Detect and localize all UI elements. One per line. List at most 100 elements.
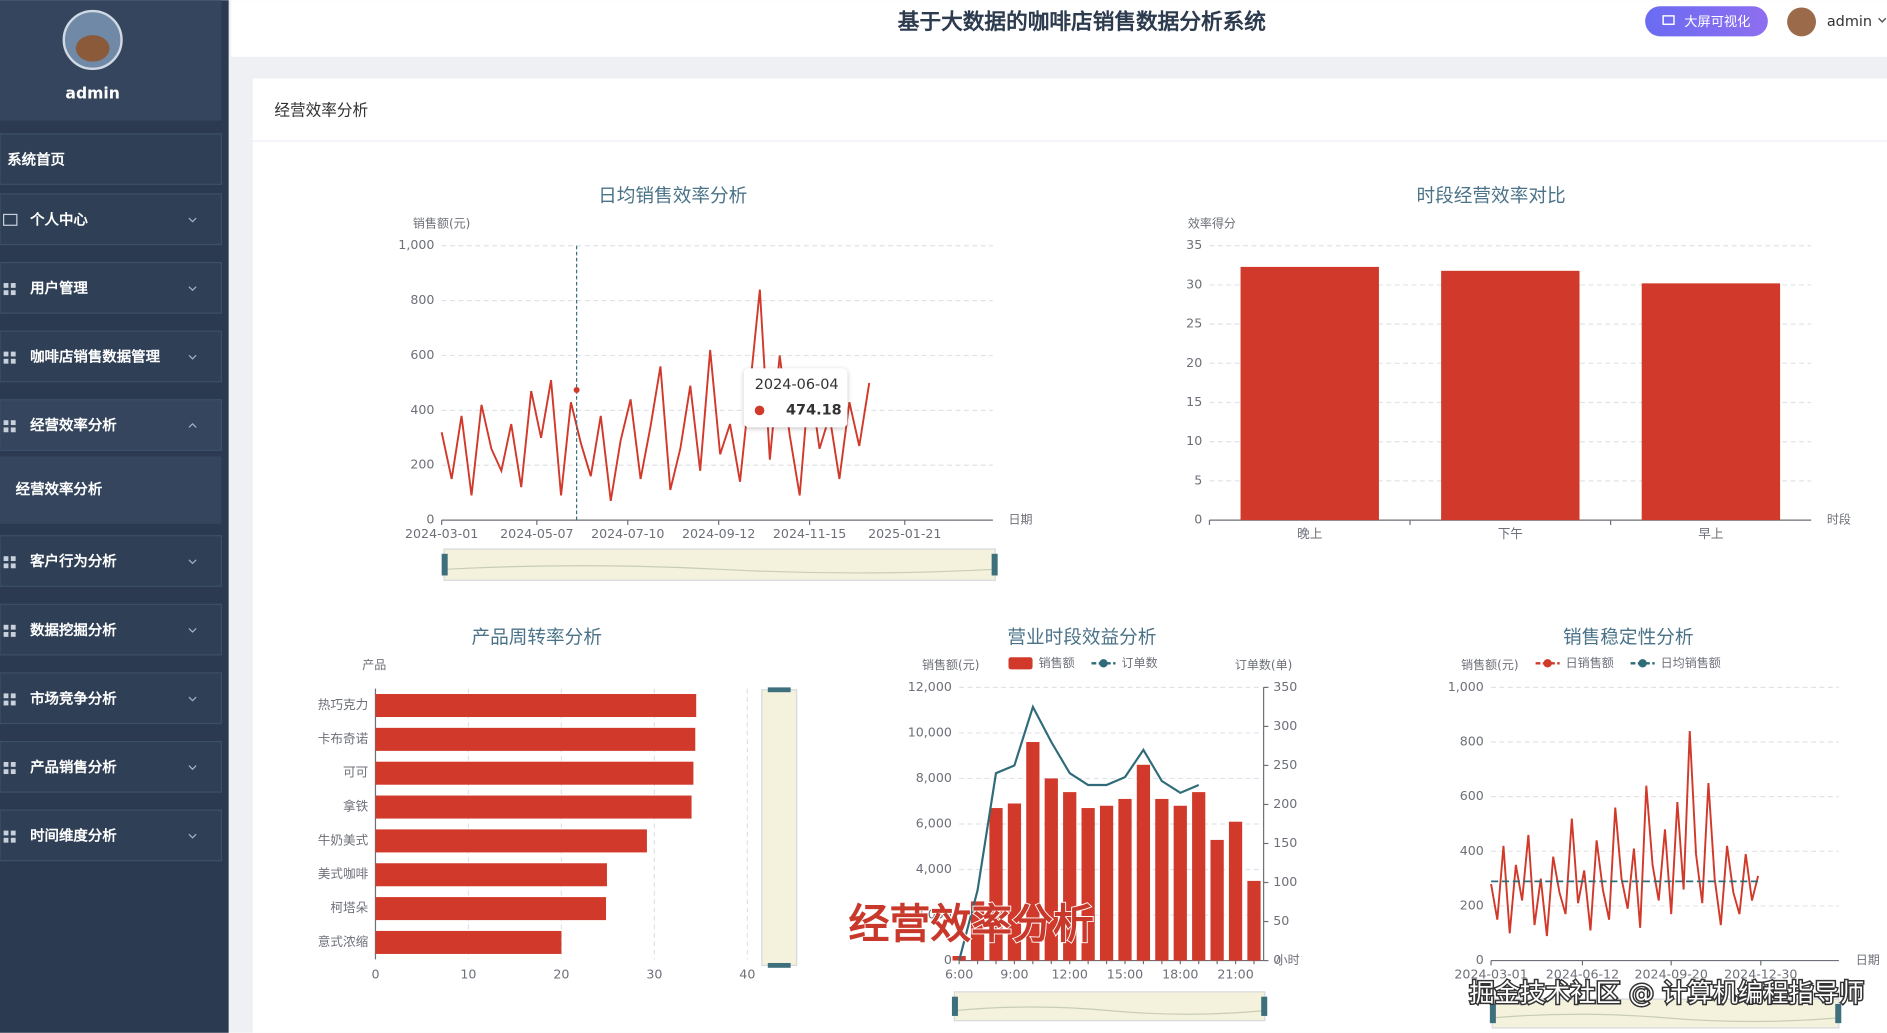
bar[interactable]	[1081, 808, 1095, 961]
x-tick-label: 2024-05-07	[500, 526, 573, 541]
x-tick-label: 2024-07-10	[591, 526, 664, 541]
bar[interactable]	[1210, 839, 1224, 961]
chart-title: 时段经营效率对比	[1417, 186, 1566, 207]
x-tick-label: 9:00	[1000, 967, 1028, 982]
bar[interactable]	[1063, 792, 1077, 961]
legend-label[interactable]: 销售额	[1039, 655, 1075, 670]
menu-label[interactable]: 市场竞争分析	[30, 689, 117, 707]
menu-item[interactable]	[0, 330, 223, 383]
bar[interactable]	[1192, 792, 1206, 961]
zoom-handle[interactable]	[991, 553, 998, 576]
chart-title: 营业时段效益分析	[1007, 628, 1156, 649]
menu-label[interactable]: 个人中心	[29, 210, 88, 228]
y-tick-label: 美式咖啡	[318, 866, 369, 881]
bar[interactable]	[1155, 798, 1169, 961]
y-tick-label: 600	[1460, 788, 1484, 803]
bar[interactable]	[1173, 805, 1187, 961]
bar[interactable]	[375, 897, 607, 921]
zoom-slider[interactable]	[443, 548, 996, 581]
submenu-label[interactable]: 经营效率分析	[16, 480, 103, 498]
zoom-handle[interactable]	[1835, 1003, 1842, 1024]
bar[interactable]	[970, 901, 985, 961]
zoom-handle[interactable]	[1489, 1003, 1496, 1024]
menu-item[interactable]	[0, 535, 223, 587]
bar[interactable]	[375, 863, 607, 887]
menu-item[interactable]	[0, 133, 223, 185]
menu-item[interactable]	[0, 193, 223, 246]
zoom-slider[interactable]	[953, 991, 1266, 1022]
zoom-handle[interactable]	[951, 996, 958, 1016]
bar[interactable]	[1007, 803, 1022, 961]
menu-icon	[10, 427, 16, 433]
bar[interactable]	[1118, 798, 1132, 961]
menu-icon	[10, 283, 16, 288]
menu-label[interactable]: 咖啡店销售数据管理	[30, 348, 160, 366]
bar[interactable]	[1136, 764, 1151, 961]
bar[interactable]	[375, 694, 697, 718]
menu-label[interactable]: 时间维度分析	[30, 827, 117, 845]
legend-label[interactable]: 订单数	[1122, 655, 1158, 670]
bar[interactable]	[1240, 266, 1379, 521]
menu-caret	[188, 422, 197, 428]
bar[interactable]	[1247, 880, 1261, 961]
menu-item[interactable]	[0, 399, 223, 451]
zoom-handle[interactable]	[767, 962, 791, 968]
y-tick-label: 800	[1460, 734, 1484, 749]
bar[interactable]	[375, 727, 696, 751]
y2-tick-label: 350	[1273, 679, 1297, 694]
menu-icon	[3, 700, 9, 706]
header-user[interactable]: admin	[1827, 14, 1872, 30]
bar[interactable]	[1026, 742, 1040, 961]
zoom-handle[interactable]	[767, 687, 791, 693]
menu-item[interactable]	[0, 672, 223, 725]
bar[interactable]	[375, 795, 692, 819]
bar[interactable]	[989, 808, 1003, 961]
menu-item[interactable]	[0, 809, 223, 862]
menu-label[interactable]: 用户管理	[30, 279, 88, 297]
bar[interactable]	[1228, 821, 1243, 961]
legend-swatch	[1543, 659, 1552, 668]
menu-label[interactable]: 产品销售分析	[30, 758, 117, 776]
submenu-item[interactable]	[0, 456, 222, 524]
menu-item[interactable]	[0, 261, 223, 314]
menu-label[interactable]: 经营效率分析	[30, 416, 117, 434]
y-tick-label: 20	[1186, 355, 1202, 370]
y-tick-label: 12,000	[908, 679, 952, 694]
legend-label[interactable]: 日均销售额	[1661, 655, 1721, 670]
menu-item[interactable]	[0, 603, 223, 656]
menu-icon	[3, 427, 9, 433]
button-label[interactable]: 大屏可视化	[1684, 14, 1750, 30]
screen-button[interactable]	[1645, 6, 1768, 37]
zoom-slider[interactable]	[1491, 998, 1840, 1029]
header-avatar[interactable]	[1787, 7, 1816, 37]
header-title: 基于大数据的咖啡店销售数据分析系统	[898, 9, 1267, 35]
menu-label[interactable]: 客户行为分析	[29, 552, 117, 570]
zoom-handle[interactable]	[1261, 996, 1268, 1016]
x-tick-label: 21:00	[1217, 967, 1253, 982]
y-tick-label: 800	[410, 292, 434, 307]
bar[interactable]	[1099, 805, 1114, 961]
y-tick-label: 400	[410, 402, 434, 417]
series-line	[958, 704, 1200, 961]
bar[interactable]	[1641, 283, 1781, 521]
menu-label[interactable]: 系统首页	[7, 150, 65, 168]
menu-label[interactable]: 数据挖掘分析	[30, 621, 117, 639]
bar[interactable]	[375, 829, 647, 853]
legend-label[interactable]: 日销售额	[1566, 655, 1614, 670]
zoom-handle[interactable]	[441, 553, 448, 576]
header	[231, 0, 1887, 57]
bar[interactable]	[1441, 270, 1580, 521]
y-axis-label: 效率得分	[1188, 216, 1236, 231]
bar[interactable]	[375, 930, 562, 954]
menu-item[interactable]	[0, 740, 223, 793]
bar[interactable]	[1044, 778, 1058, 961]
x-tick-label: 2024-03-01	[405, 526, 478, 541]
zoom-slider[interactable]	[761, 689, 798, 966]
menu-icon	[10, 624, 16, 630]
y-tick-label: 8,000	[916, 770, 952, 785]
tooltip-date: 2024-06-04	[755, 377, 839, 393]
x-tick-label: 2024-09-12	[682, 526, 755, 541]
bar[interactable]	[375, 761, 694, 785]
